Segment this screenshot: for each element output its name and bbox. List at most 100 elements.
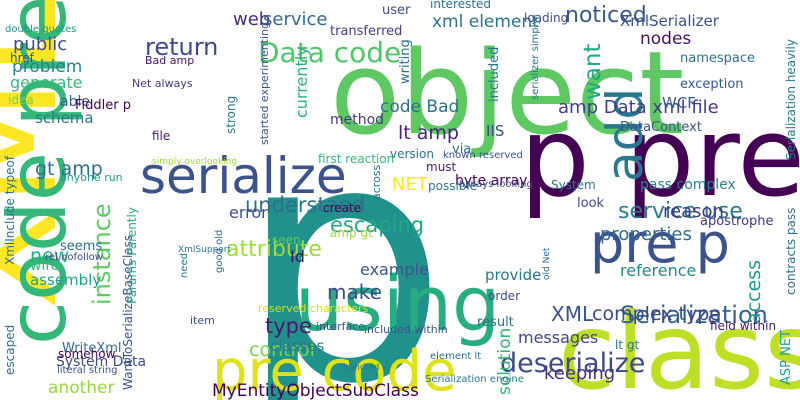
cloud-word: code Bad — [380, 97, 459, 117]
cloud-word: another — [48, 378, 114, 398]
cloud-word: method — [330, 112, 384, 128]
cloud-word: XML — [551, 302, 594, 326]
cloud-word: wire — [30, 258, 59, 274]
cloud-word: p — [238, 72, 447, 400]
cloud-word: lt gt — [615, 338, 639, 352]
cloud-word: service use — [618, 199, 743, 224]
cloud-word: gt amp — [35, 158, 103, 180]
cloud-word: good old — [214, 230, 225, 273]
cloud-word: Serialization engine — [425, 374, 524, 385]
cloud-word: pre p — [590, 212, 730, 275]
cloud-word: item — [190, 314, 215, 327]
cloud-word: attribute — [226, 237, 322, 262]
cloud-word: exception — [680, 77, 744, 92]
cloud-word: strong — [224, 96, 238, 134]
cloud-word: possible — [428, 179, 477, 193]
cloud-word: xml element — [432, 12, 539, 32]
cloud-word: element lt — [430, 351, 481, 362]
cloud-word: reserved characters — [258, 302, 369, 315]
cloud-word: ASP NET — [779, 330, 794, 385]
cloud-word: apostrophe — [700, 214, 774, 229]
cloud-word: known reserved — [443, 150, 523, 161]
cloud-word: instance — [88, 203, 116, 305]
cloud-word: provide — [485, 266, 541, 284]
cloud-word: web — [233, 9, 270, 30]
cloud-word: Data code — [258, 36, 401, 69]
cloud-word: escaped — [3, 325, 17, 375]
cloud-word: complex type — [592, 303, 721, 325]
cloud-word: code pre — [0, 0, 84, 345]
cloud-word: namespace — [680, 51, 755, 66]
cloud-word: public — [13, 34, 67, 55]
cloud-word: reference — [620, 261, 696, 280]
cloud-word: old Net — [542, 247, 552, 280]
cloud-word: new — [30, 245, 69, 267]
cloud-word: WCF — [662, 94, 696, 112]
cloud-word: included within — [364, 323, 448, 336]
cloud-word: solution — [495, 328, 515, 395]
cloud-word: double quotes — [5, 24, 76, 35]
cloud-word: control — [249, 339, 315, 361]
cloud-word: amp gt — [330, 226, 373, 240]
cloud-word: p pre — [520, 93, 800, 221]
cloud-word: XmlSupport — [178, 245, 231, 255]
cloud-word: noticed — [565, 3, 647, 28]
cloud-word: writing — [398, 39, 413, 84]
cloud-word: handled — [343, 363, 379, 373]
cloud-word: class — [558, 291, 800, 400]
cloud-word: generate — [10, 73, 82, 92]
cloud-word: must — [426, 160, 457, 174]
cloud-word: byte array — [455, 173, 527, 189]
cloud-word: interested — [430, 0, 491, 11]
cloud-word: create — [323, 201, 361, 215]
cloud-word: first reaction — [318, 152, 394, 166]
cloud-word: XmlInclude typeof — [3, 155, 17, 265]
cloud-word: currently — [292, 46, 311, 118]
cloud-word: deserialize — [500, 348, 645, 379]
cloud-word: make — [327, 280, 382, 304]
cloud-word: file — [152, 129, 170, 143]
cloud-word: MyEntityObjectSubClass — [212, 381, 419, 400]
cloud-word: order — [488, 289, 520, 303]
cloud-word: add — [596, 88, 654, 182]
cloud-word: messages — [518, 328, 598, 347]
cloud-word: pre code — [212, 339, 457, 400]
cloud-word: WriteXml — [62, 341, 122, 356]
cloud-word: included — [487, 47, 502, 102]
cloud-word: need — [179, 253, 190, 278]
cloud-word: IIS — [486, 122, 504, 140]
cloud-word: Id — [290, 247, 305, 266]
cloud-word: Fiddler p — [75, 98, 131, 113]
cloud-word: DataContext — [620, 120, 702, 135]
cloud-word: look — [577, 196, 605, 211]
cloud-word: able — [60, 94, 90, 110]
cloud-word: XmlSerializer — [620, 12, 720, 30]
cloud-word: nodes — [640, 29, 691, 49]
cloud-word: Serialization heavily — [784, 39, 798, 160]
cloud-word: properties — [600, 224, 692, 245]
cloud-word: simply overlooking — [152, 157, 237, 167]
cloud-word: Net always — [132, 77, 193, 90]
cloud-word: object — [330, 27, 684, 161]
cloud-word: understand — [245, 193, 365, 217]
cloud-word: literal string — [57, 365, 118, 376]
cloud-word: access — [743, 260, 765, 324]
cloud-word: pass complex — [640, 177, 736, 193]
cloud-word: return — [145, 33, 218, 61]
cloud-word: interface — [316, 320, 365, 333]
cloud-word: rel nofollow — [45, 252, 103, 263]
cloud-word: serialize — [140, 147, 347, 205]
cloud-word: field within — [710, 319, 776, 333]
cloud-word: href — [10, 51, 35, 65]
cloud-word: Bad amp — [145, 54, 194, 67]
cloud-word: somehow — [58, 347, 116, 361]
cloud-word: WantToSerializeBaseClass — [121, 235, 135, 390]
cloud-word: seems — [60, 239, 102, 254]
cloud-word: assembly — [30, 271, 101, 289]
cloud-word: escaping — [330, 213, 424, 237]
cloud-word: always looking — [459, 179, 533, 190]
cloud-word: loading — [524, 11, 568, 25]
cloud-word: System — [551, 178, 596, 192]
